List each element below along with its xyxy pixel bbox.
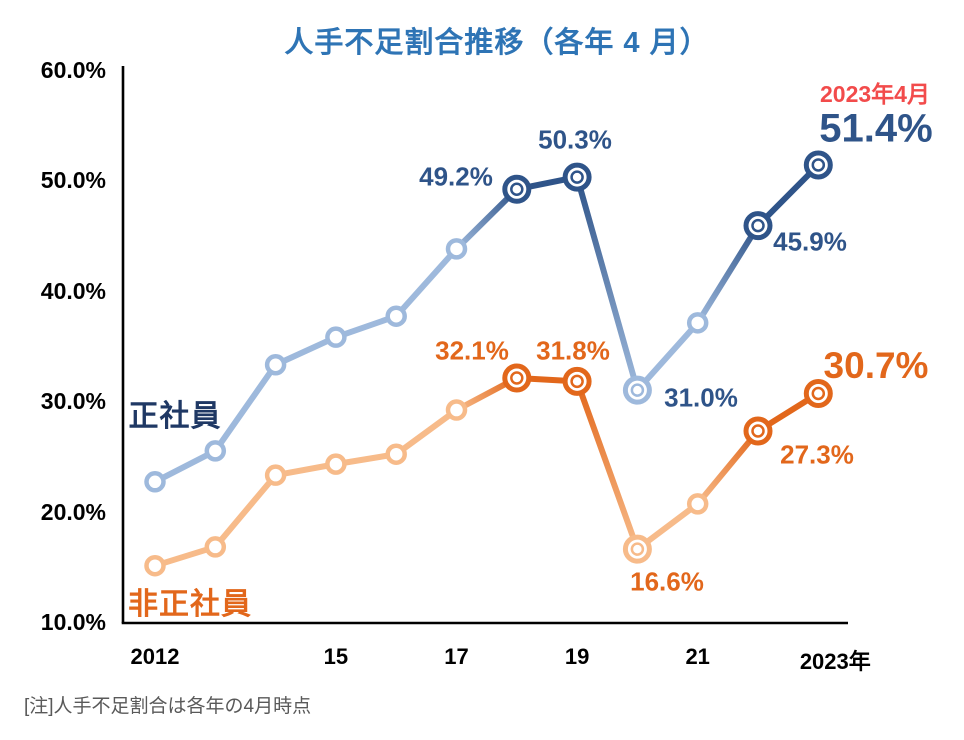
x-tick-21: 21 — [685, 644, 710, 669]
label-seishain-2019: 50.3% — [538, 124, 612, 155]
y-tick-20: 20.0% — [40, 498, 106, 525]
line-segment — [152, 447, 219, 485]
data-point-hiseishain-2015 — [325, 453, 347, 475]
label-hiseishain-2023: 30.7% — [823, 345, 929, 386]
y-tick-60: 60.0% — [40, 57, 106, 83]
line-segment — [393, 407, 460, 458]
line-segment — [634, 319, 701, 394]
data-point-inner-ring — [510, 371, 524, 385]
line-segment — [694, 428, 761, 507]
x-tick-2012: 2012 — [130, 644, 180, 669]
label-seishain-2023: 51.4% — [819, 106, 933, 151]
x-tick-17: 17 — [444, 644, 469, 669]
line-segment — [393, 245, 460, 320]
data-point-inner-ring — [570, 170, 584, 184]
data-point-inner-ring — [751, 218, 765, 233]
data-point-seishain-2012 — [144, 471, 166, 493]
data-point-inner-ring — [630, 383, 645, 397]
label-hiseishain-2020: 16.6% — [630, 566, 704, 597]
series-seishain — [144, 150, 833, 493]
data-point-seishain-2021 — [686, 312, 709, 334]
series-hiseishain — [144, 363, 833, 577]
data-point-inner-ring — [570, 374, 584, 389]
label-hiseishain-2019: 31.8% — [536, 335, 610, 366]
line-segment — [694, 222, 761, 326]
series-label-hiseishain: 非正社員 — [128, 588, 252, 621]
data-point-seishain-2016 — [385, 305, 407, 327]
y-tick-50: 50.0% — [40, 167, 106, 194]
y-tick-40: 40.0% — [40, 277, 106, 304]
y-tick-10: 10.0% — [40, 609, 106, 635]
label-seishain-2018: 49.2% — [419, 161, 493, 192]
data-point-inner-ring — [510, 182, 524, 196]
data-point-hiseishain-2014 — [264, 464, 287, 486]
line-segment — [212, 472, 279, 550]
data-point-inner-ring — [811, 386, 826, 401]
data-point-seishain-2015 — [325, 326, 347, 348]
data-point-inner-ring — [811, 158, 826, 172]
line-segment — [212, 361, 279, 454]
data-point-inner-ring — [751, 424, 765, 438]
series-label-seishain: 正社員 — [128, 400, 222, 433]
x-tick-19: 19 — [564, 644, 590, 669]
label-hiseishain-2018: 32.1% — [435, 335, 509, 366]
footnote: [注]人手不足割合は各年の4月時点 — [24, 696, 312, 717]
chart-title: 人手不足割合推移（各年 4 月） — [284, 27, 710, 59]
data-point-hiseishain-2016 — [385, 443, 407, 465]
data-point-seishain-2014 — [264, 354, 287, 376]
x-tick-15: 15 — [323, 644, 349, 669]
data-point-hiseishain-2021 — [686, 493, 709, 515]
data-point-hiseishain-2017 — [445, 399, 468, 421]
label-hiseishain-2022: 27.3% — [780, 439, 854, 470]
line-segment — [574, 378, 641, 553]
x-tick-2023年: 2023年 — [799, 649, 871, 674]
y-tick-30: 30.0% — [40, 388, 106, 415]
data-point-inner-ring — [630, 542, 645, 556]
data-point-seishain-2013 — [204, 440, 227, 462]
data-point-hiseishain-2013 — [204, 536, 227, 558]
line-segment — [574, 174, 641, 394]
line-segment — [272, 334, 339, 368]
annotation-2023-april: 2023年4月 — [820, 81, 930, 107]
data-point-hiseishain-2012 — [144, 554, 166, 577]
label-seishain-2022: 45.9% — [773, 226, 847, 257]
data-point-seishain-2017 — [445, 238, 468, 260]
label-seishain-2020: 31.0% — [664, 382, 738, 413]
